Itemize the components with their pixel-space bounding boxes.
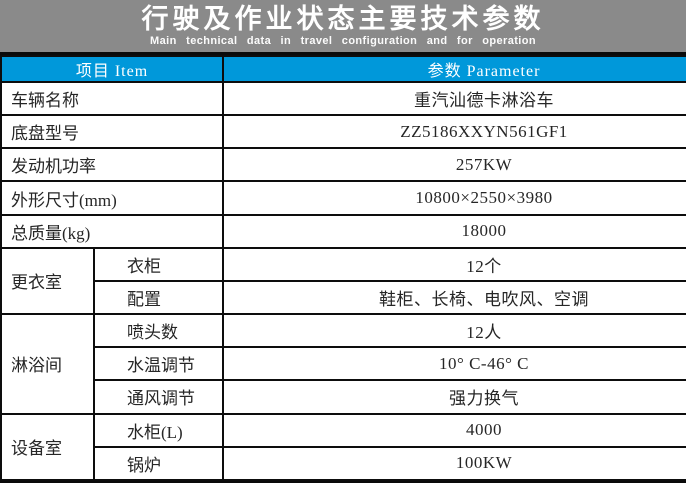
group-label-shower-room: 淋浴间 [0, 313, 95, 415]
row-value: 100KW [222, 445, 686, 482]
row-label: 总质量(kg) [0, 213, 225, 249]
row-value: 鞋柜、长椅、电吹风、空调 [222, 279, 686, 316]
row-value: 18000 [222, 213, 686, 249]
row-label: 发动机功率 [0, 147, 225, 183]
row-sublabel: 锅炉 [92, 445, 225, 482]
table-row-boiler: 锅炉 100KW [1, 445, 686, 482]
table-row-water-temperature: 水温调节 10° C-46° C [1, 346, 686, 382]
title-band: 行驶及作业状态主要技术参数 Main technical data in tra… [0, 0, 686, 55]
page-subtitle: Main technical data in travel configurat… [150, 34, 536, 47]
row-value: ZZ5186XXYN561GF1 [222, 114, 686, 150]
row-sublabel: 水柜(L) [92, 412, 225, 448]
table-row-total-mass: 总质量(kg) 18000 [0, 213, 686, 249]
table-row-chassis-model: 底盘型号 ZZ5186XXYN561GF1 [0, 114, 686, 150]
table-row-wardrobe: 更衣室 衣柜 12个 [0, 246, 686, 316]
table-row-fittings: 配置 鞋柜、长椅、电吹风、空调 [1, 279, 686, 316]
row-label: 底盘型号 [0, 114, 225, 150]
row-sublabel: 配置 [92, 279, 225, 316]
row-value: 257KW [222, 147, 686, 183]
column-header-parameter: 参数 Parameter [222, 55, 686, 83]
row-sublabel: 通风调节 [92, 379, 225, 415]
row-sublabel: 喷头数 [92, 313, 225, 349]
spec-table-wrap: 项目 Item 参数 Parameter 车辆名称 重汽汕德卡淋浴车 底盘型号 … [0, 55, 686, 483]
table-row-engine-power: 发动机功率 257KW [0, 147, 686, 183]
row-value: 12人 [222, 313, 686, 349]
table-row-dimensions: 外形尺寸(mm) 10800×2550×3980 [0, 180, 686, 216]
row-value: 4000 [222, 412, 686, 448]
row-label: 外形尺寸(mm) [0, 180, 225, 216]
row-label: 车辆名称 [0, 80, 225, 117]
column-header-item: 项目 Item [0, 55, 225, 83]
spec-table: 项目 Item 参数 Parameter 车辆名称 重汽汕德卡淋浴车 底盘型号 … [0, 55, 686, 482]
row-value: 重汽汕德卡淋浴车 [222, 80, 686, 117]
table-row-vehicle-name: 车辆名称 重汽汕德卡淋浴车 [0, 80, 686, 117]
table-header-row: 项目 Item 参数 Parameter [0, 55, 686, 83]
page-title: 行驶及作业状态主要技术参数 [141, 4, 545, 35]
table-row-ventilation: 通风调节 强力换气 [1, 379, 686, 415]
row-value: 12个 [222, 246, 686, 282]
row-sublabel: 水温调节 [92, 346, 225, 382]
group-label-equipment-room: 设备室 [0, 412, 95, 482]
row-value: 强力换气 [222, 379, 686, 415]
group-label-changing-room: 更衣室 [0, 246, 95, 316]
row-sublabel: 衣柜 [92, 246, 225, 282]
row-value: 10800×2550×3980 [222, 180, 686, 216]
table-row-water-tank: 设备室 水柜(L) 4000 [0, 412, 686, 482]
table-row-shower-heads: 淋浴间 喷头数 12人 [0, 313, 686, 415]
row-value: 10° C-46° C [222, 346, 686, 382]
